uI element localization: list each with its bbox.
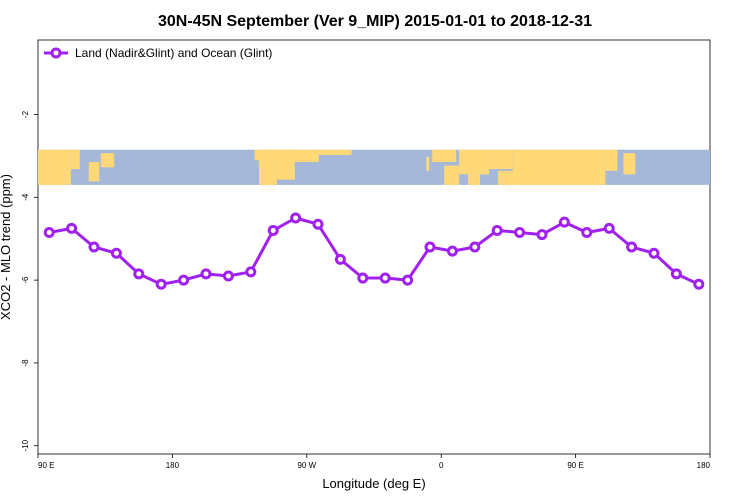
data-point: [88, 241, 100, 253]
data-point: [312, 218, 324, 230]
data-point: [670, 268, 682, 280]
map-band: [38, 149, 710, 185]
map-land: [88, 162, 100, 182]
data-point: [402, 274, 414, 286]
x-tick-label: 90 W: [297, 461, 316, 470]
data-point: [178, 274, 190, 286]
legend-marker: [50, 47, 62, 59]
map-land: [605, 149, 618, 171]
data-point: [558, 216, 570, 228]
data-point: [133, 268, 145, 280]
data-point: [66, 222, 78, 234]
map-land: [488, 149, 513, 170]
chart-title: 30N-45N September (Ver 9_MIP) 2015-01-01…: [158, 13, 592, 30]
map-land: [459, 149, 489, 175]
x-tick-label: 180: [166, 461, 180, 470]
data-point: [155, 278, 167, 290]
legend-label: Land (Nadir&Glint) and Ocean (Glint): [75, 46, 272, 60]
map-land: [512, 149, 606, 185]
data-point: [693, 278, 705, 290]
data-point: [379, 272, 391, 284]
data-point: [469, 241, 481, 253]
map-land: [38, 149, 71, 185]
data-point: [446, 245, 458, 257]
map-land: [623, 153, 636, 175]
y-tick-label: -6: [21, 276, 30, 284]
data-point: [267, 224, 279, 236]
y-axis-label: XCO2 - MLO trend (ppm): [0, 174, 13, 320]
data-point: [222, 270, 234, 282]
map-land: [426, 156, 430, 171]
x-axis: 90 E 180 90 W 0 90 E 180: [37, 454, 711, 470]
data-point: [626, 241, 638, 253]
data-point: [200, 268, 212, 280]
legend: Land (Nadir&Glint) and Ocean (Glint): [44, 46, 272, 60]
x-axis-label: Longitude (deg E): [322, 476, 425, 491]
map-land: [468, 174, 481, 185]
plot-frame: [37, 39, 711, 455]
data-point: [110, 247, 122, 259]
data-point: [648, 247, 660, 259]
x-tick-label: 90 E: [38, 461, 54, 470]
x-tick-label: 90 E: [567, 461, 583, 470]
series-line: [48, 216, 700, 286]
data-point: [581, 227, 593, 239]
x-tick-label: 0: [439, 461, 444, 470]
series-group: [43, 212, 705, 290]
data-point: [424, 241, 436, 253]
map-land: [294, 149, 319, 163]
data-point: [603, 222, 615, 234]
map-land: [70, 149, 80, 170]
map-land: [259, 149, 277, 185]
data-point: [491, 224, 503, 236]
data-point: [514, 227, 526, 239]
y-tick-label: -4: [21, 193, 30, 201]
data-point: [334, 253, 346, 265]
x-tick-label: 180: [697, 461, 711, 470]
y-tick-label: -2: [21, 110, 30, 118]
y-axis: -2 -4 -6 -8 -10: [21, 110, 38, 452]
map-land: [444, 165, 460, 185]
map-land: [318, 149, 352, 155]
data-point: [290, 212, 302, 224]
map-land: [432, 149, 457, 163]
map-land: [276, 149, 295, 180]
map-land: [100, 153, 115, 168]
y-tick-label: -8: [21, 359, 30, 367]
data-point: [245, 266, 257, 278]
data-point: [357, 272, 369, 284]
data-point: [43, 227, 55, 239]
y-tick-label: -10: [21, 439, 30, 451]
data-point: [536, 229, 548, 241]
